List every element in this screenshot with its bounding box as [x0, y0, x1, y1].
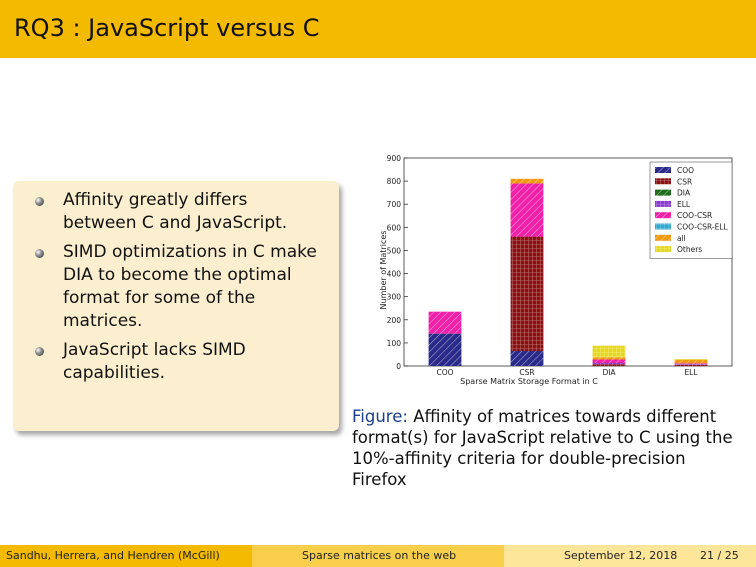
y-tick-label: 900: [387, 154, 402, 163]
y-tick-label: 500: [387, 246, 402, 255]
bullet-block: Affinity greatly differs between C and J…: [13, 181, 339, 431]
legend-swatch-texture: [655, 212, 671, 219]
footer-date: September 12, 2018: [564, 549, 678, 562]
bar-segment-texture: [510, 236, 544, 351]
y-tick-label: 0: [396, 362, 401, 371]
y-tick-label: 300: [387, 293, 402, 302]
legend-label: ELL: [677, 200, 691, 209]
bar-segment-texture: [428, 333, 462, 366]
y-tick-label: 700: [387, 200, 402, 209]
chart-axes: 0 100 200 300 400 500 600 700 800 900 COO CSR DIA ELL: [387, 154, 733, 377]
x-tick-label: CSR: [519, 368, 534, 377]
footer-talk-title: Sparse matrices on the web: [302, 549, 457, 562]
y-tick-label: 400: [387, 270, 402, 279]
bar-segment-texture: [510, 350, 544, 366]
bar-segment-texture: [592, 364, 626, 366]
bar-segment-texture: [674, 359, 708, 364]
bullet-text: JavaScript lacks SIMD capabilities.: [63, 340, 246, 383]
legend-swatch-texture: [655, 189, 671, 196]
bullet-dot-icon: [35, 197, 44, 206]
caption-lead: Figure:: [352, 407, 408, 426]
y-tick-label: 800: [387, 177, 402, 186]
bar-segment-texture: [428, 311, 462, 334]
legend-swatch-texture: [655, 223, 671, 230]
caption-text: Affinity of matrices towards different f…: [352, 407, 733, 489]
bullet-list: Affinity greatly differs between C and J…: [13, 181, 339, 385]
chart-bars: [428, 178, 708, 366]
legend-label: all: [677, 234, 686, 243]
bar-segment-texture: [592, 359, 626, 363]
bar-segment-texture: [510, 178, 544, 184]
footer-authors-section: Sandhu, Herrera, and Hendren (McGill): [0, 545, 252, 567]
chart-legend: COO CSR DIA ELL COO-CSR COO-CSR-ELL all Others: [649, 161, 733, 259]
footer: Sandhu, Herrera, and Hendren (McGill) Sp…: [0, 545, 756, 567]
bullet-text: SIMD optimizations in C make DIA to beco…: [63, 242, 317, 331]
x-tick-label: COO: [436, 368, 453, 377]
affinity-chart: 0 100 200 300 400 500 600 700 800 900 COO CSR DIA ELL…: [379, 154, 733, 386]
bullet-dot-icon: [35, 347, 44, 356]
legend-swatch-texture: [655, 167, 671, 173]
x-tick-label: ELL: [684, 368, 698, 377]
legend-swatch-texture: [655, 246, 671, 253]
y-tick-label: 600: [387, 223, 402, 232]
footer-title-section: Sparse matrices on the web: [252, 545, 504, 567]
footer-authors: Sandhu, Herrera, and Hendren (McGill): [6, 549, 220, 562]
footer-date-section: September 12, 2018 21 / 25: [504, 545, 756, 567]
legend-label: COO-CSR: [677, 211, 712, 220]
legend-label: CSR: [677, 177, 692, 186]
x-axis-label: Sparse Matrix Storage Format in C: [460, 377, 598, 386]
legend-swatch-texture: [655, 178, 671, 185]
bar-segment-texture: [674, 363, 708, 365]
legend-swatch-texture: [655, 234, 671, 241]
bar-segment-texture: [592, 362, 626, 365]
slide-title: RQ3 : JavaScript versus C: [14, 14, 320, 42]
y-tick-label: 200: [387, 316, 402, 325]
bullet-item: SIMD optimizations in C make DIA to beco…: [35, 241, 325, 333]
bar-segment-texture: [592, 357, 626, 360]
figure-caption: Figure: Affinity of matrices towards dif…: [352, 406, 744, 490]
y-axis-label: Number of Matrices: [379, 231, 388, 310]
bar-segment-texture: [674, 363, 708, 364]
bullet-text: Affinity greatly differs between C and J…: [63, 190, 288, 233]
title-bar: RQ3 : JavaScript versus C: [0, 0, 756, 58]
legend-box: [649, 161, 733, 259]
x-tick-label: DIA: [602, 368, 616, 377]
bullet-item: Affinity greatly differs between C and J…: [35, 189, 325, 235]
legend-label: COO: [677, 166, 694, 175]
legend-label: DIA: [677, 189, 691, 198]
bullet-dot-icon: [35, 249, 44, 258]
bar-segment-texture: [592, 345, 626, 358]
legend-label: COO-CSR-ELL: [677, 223, 728, 232]
y-tick-label: 100: [387, 339, 402, 348]
bar-segment-texture: [510, 183, 544, 237]
bar-segment-texture: [674, 359, 708, 360]
footer-page-number: 21 / 25: [700, 549, 739, 562]
bullet-item: JavaScript lacks SIMD capabilities.: [35, 339, 325, 385]
bar-segment-texture: [674, 364, 708, 366]
legend-swatch-texture: [655, 200, 671, 207]
plot-frame: [403, 157, 733, 367]
legend-label: Others: [677, 245, 702, 254]
